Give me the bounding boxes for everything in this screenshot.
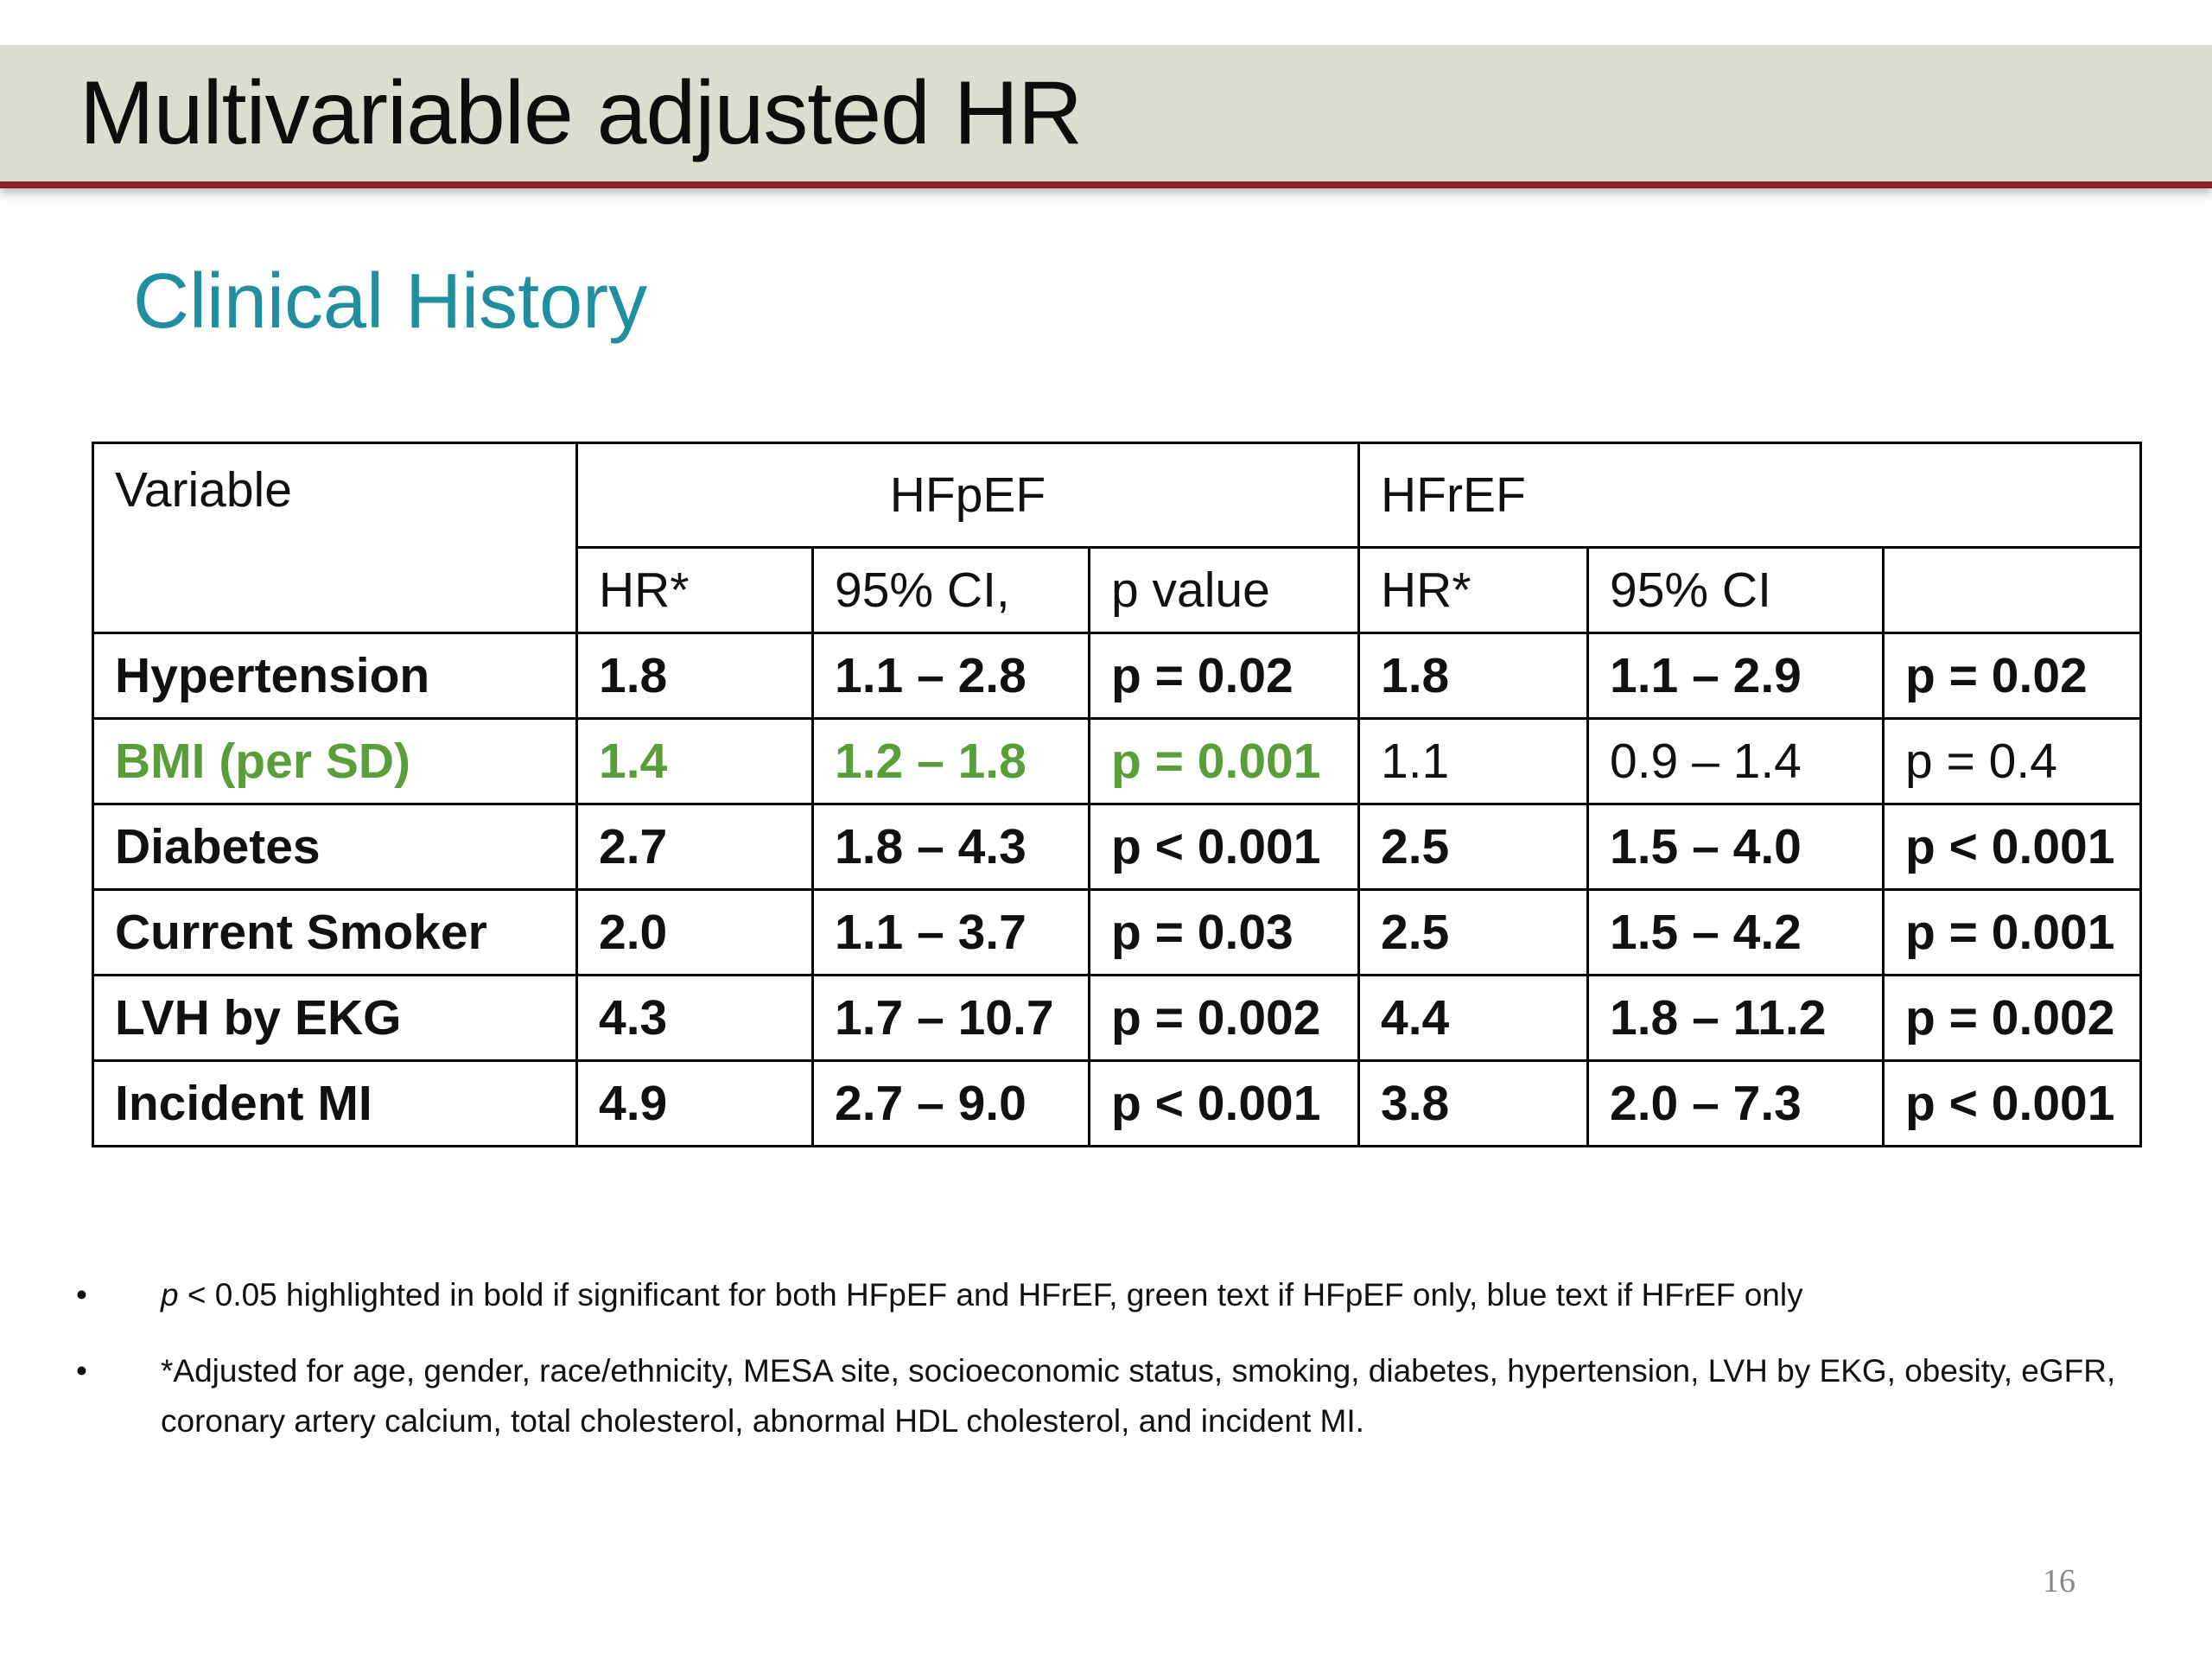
cell-hfref-hr: 1.8: [1357, 632, 1590, 720]
table-row: Hypertension 1.8 1.1 – 2.8 p = 0.02 1.8 …: [92, 632, 2143, 720]
footnotes: • p < 0.05 highlighted in bold if signifi…: [69, 1270, 2126, 1472]
cell-hfref-ci: 2.0 – 7.3: [1586, 1059, 1885, 1147]
cell-hfpef-hr: 4.9: [575, 1059, 814, 1147]
title-bar: Multivariable adjusted HR: [0, 45, 2212, 188]
cell-hfpef-hr: 1.8: [575, 632, 814, 720]
subheader-hfpef-hr: HR*: [575, 546, 814, 634]
header-hfref: HFrEF: [1357, 442, 2143, 549]
hazard-ratio-table: Variable HFpEF HFrEF HR* 95% CI, p value…: [92, 442, 2143, 1147]
cell-hfpef-p: p < 0.001: [1087, 803, 1361, 891]
bullet-icon: •: [76, 1353, 87, 1389]
cell-hfpef-p: p = 0.02: [1087, 632, 1361, 720]
cell-variable: BMI (per SD): [92, 717, 578, 805]
cell-hfpef-ci: 1.7 – 10.7: [811, 974, 1090, 1062]
bullet-icon: •: [76, 1277, 87, 1313]
cell-hfref-ci: 1.5 – 4.0: [1586, 803, 1885, 891]
table-header-row: Variable HFpEF HFrEF: [92, 442, 2143, 634]
cell-hfref-p: p = 0.002: [1882, 974, 2143, 1062]
cell-hfref-hr: 1.1: [1357, 717, 1590, 805]
cell-hfpef-hr: 4.3: [575, 974, 814, 1062]
cell-hfref-hr: 2.5: [1357, 888, 1590, 976]
cell-hfpef-p: p < 0.001: [1087, 1059, 1361, 1147]
cell-hfpef-ci: 1.8 – 4.3: [811, 803, 1090, 891]
cell-hfref-p: p = 0.4: [1882, 717, 2143, 805]
cell-variable: Diabetes: [92, 803, 578, 891]
header-variable: Variable: [92, 442, 578, 634]
footnote-significance: • p < 0.05 highlighted in bold if signifi…: [69, 1270, 2126, 1320]
cell-hfref-p: p < 0.001: [1882, 1059, 2143, 1147]
footnote-p-symbol: p: [161, 1277, 179, 1313]
cell-hfref-hr: 2.5: [1357, 803, 1590, 891]
table-row: Incident MI 4.9 2.7 – 9.0 p < 0.001 3.8 …: [92, 1059, 2143, 1147]
cell-hfref-hr: 3.8: [1357, 1059, 1590, 1147]
cell-variable: Hypertension: [92, 632, 578, 720]
subheader-hfref-p: [1882, 546, 2143, 634]
footnote-significance-text: < 0.05 highlighted in bold if significan…: [178, 1277, 1803, 1313]
table-subheader-row: HR* 95% CI, p value HR* 95% CI: [93, 546, 2143, 634]
footnote-adjustment: • *Adjusted for age, gender, race/ethnici…: [69, 1346, 2126, 1446]
cell-hfpef-p: p = 0.002: [1087, 974, 1361, 1062]
cell-hfref-ci: 1.8 – 11.2: [1586, 974, 1885, 1062]
cell-hfpef-hr: 1.4: [575, 717, 814, 805]
cell-variable: Incident MI: [92, 1059, 578, 1147]
cell-hfpef-hr: 2.7: [575, 803, 814, 891]
page-number: 16: [2043, 1563, 2075, 1599]
subheader-hfref-ci: 95% CI: [1586, 546, 1885, 634]
header-hfpef: HFpEF: [575, 442, 1361, 549]
cell-variable: LVH by EKG: [92, 974, 578, 1062]
cell-variable: Current Smoker: [92, 888, 578, 976]
table-row: Diabetes 2.7 1.8 – 4.3 p < 0.001 2.5 1.5…: [92, 803, 2143, 891]
cell-hfref-p: p = 0.001: [1882, 888, 2143, 976]
cell-hfpef-hr: 2.0: [575, 888, 814, 976]
subheader-hfpef-p: p value: [1087, 546, 1361, 634]
table-row: Current Smoker 2.0 1.1 – 3.7 p = 0.03 2.…: [92, 888, 2143, 976]
cell-hfpef-p: p = 0.001: [1087, 717, 1361, 805]
cell-hfref-ci: 1.5 – 4.2: [1586, 888, 1885, 976]
cell-hfref-ci: 1.1 – 2.9: [1586, 632, 1885, 720]
cell-hfpef-ci: 1.1 – 3.7: [811, 888, 1090, 976]
subheader-hfpef-ci: 95% CI,: [811, 546, 1090, 634]
cell-hfref-p: p = 0.02: [1882, 632, 2143, 720]
slide-title: Multivariable adjusted HR: [79, 63, 1083, 163]
section-subtitle: Clinical History: [133, 258, 648, 345]
cell-hfpef-ci: 1.2 – 1.8: [811, 717, 1090, 805]
cell-hfpef-ci: 2.7 – 9.0: [811, 1059, 1090, 1147]
table-row: BMI (per SD) 1.4 1.2 – 1.8 p = 0.001 1.1…: [92, 717, 2143, 805]
cell-hfpef-p: p = 0.03: [1087, 888, 1361, 976]
cell-hfref-ci: 0.9 – 1.4: [1586, 717, 1885, 805]
cell-hfpef-ci: 1.1 – 2.8: [811, 632, 1090, 720]
cell-hfref-p: p < 0.001: [1882, 803, 2143, 891]
table-row: LVH by EKG 4.3 1.7 – 10.7 p = 0.002 4.4 …: [92, 974, 2143, 1062]
cell-hfref-hr: 4.4: [1357, 974, 1590, 1062]
table-body: Variable HFpEF HFrEF HR* 95% CI, p value…: [92, 442, 2143, 1147]
subheader-hfref-hr: HR*: [1357, 546, 1590, 634]
footnote-adjustment-text: *Adjusted for age, gender, race/ethnicit…: [161, 1353, 2116, 1439]
